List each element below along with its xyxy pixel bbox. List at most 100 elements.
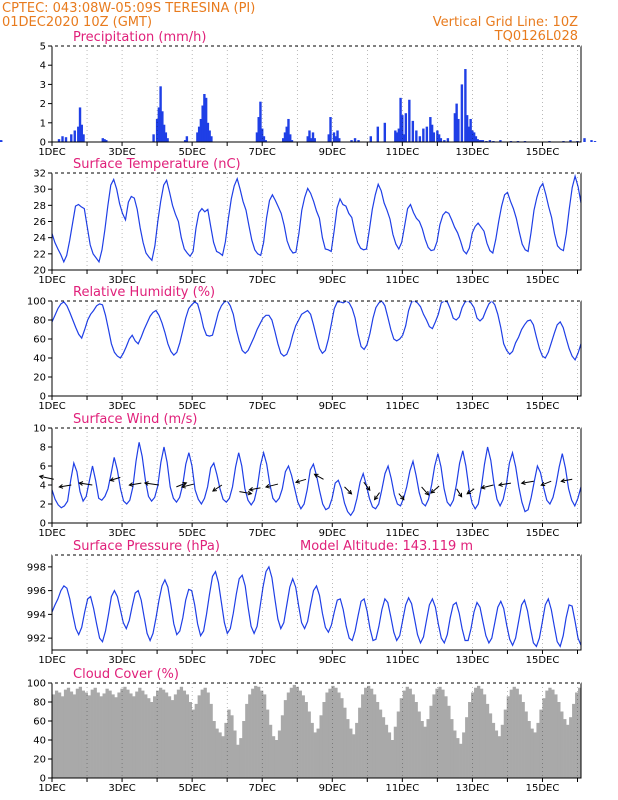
precip-bar xyxy=(287,118,290,142)
cloud-bar xyxy=(230,715,234,778)
y-tick-label: 2 xyxy=(40,500,46,511)
precip-bar xyxy=(185,136,189,142)
cloud-bar xyxy=(456,738,460,778)
cloud-bar xyxy=(575,692,579,778)
cloud-bar xyxy=(512,686,516,778)
cloud-bar xyxy=(423,726,427,778)
cloud-bar xyxy=(515,688,519,778)
cloud-bar xyxy=(384,724,389,778)
wind-arrow xyxy=(421,486,429,496)
cloud-bar xyxy=(301,695,305,778)
x-tick-label: 7DEC xyxy=(249,401,276,412)
x-tick-label: 5DEC xyxy=(178,655,205,666)
cloud-bar xyxy=(129,693,133,778)
cloud-bar xyxy=(566,724,570,778)
cloud-bar xyxy=(194,703,198,778)
cloud-bar xyxy=(251,688,255,778)
x-tick-label: 9DEC xyxy=(319,655,346,666)
cloud-bar xyxy=(123,686,127,778)
panel-title: Cloud Cover (%) xyxy=(73,667,179,682)
cloud-bar xyxy=(108,690,112,778)
precip-bar xyxy=(472,132,476,142)
cloud-bar xyxy=(156,690,160,778)
precip-bar xyxy=(369,136,373,142)
cloud-bar xyxy=(114,697,118,778)
cloud-bar xyxy=(203,687,207,778)
cloud-bar xyxy=(248,694,252,778)
cloud-bar xyxy=(173,694,178,778)
precip-bar xyxy=(308,130,311,142)
cloud-bar xyxy=(292,684,296,778)
cloud-bar xyxy=(280,715,285,778)
cloud-bar xyxy=(479,688,484,778)
y-tick-label: 4 xyxy=(40,61,46,72)
cloud-bar xyxy=(268,724,273,778)
cloud-bar xyxy=(396,711,401,778)
wind-arrow xyxy=(344,486,352,495)
panel-title: Surface Pressure (hPa) xyxy=(73,539,220,554)
cloud-bar xyxy=(93,687,97,778)
precip-bar xyxy=(157,107,161,142)
precip-bar xyxy=(196,132,199,142)
precip-bar xyxy=(430,124,434,142)
wind-arrow-head xyxy=(520,480,526,485)
y-tick-label: 30 xyxy=(33,185,46,196)
cloud-bar xyxy=(96,692,100,778)
precip-bar xyxy=(57,139,61,142)
precip-bar xyxy=(332,132,336,142)
wind-arrow-head xyxy=(466,489,472,495)
x-tick-label: 11DEC xyxy=(385,655,419,666)
x-tick-label: 15DEC xyxy=(526,147,560,158)
cloud-bar xyxy=(158,687,163,778)
precip-bar xyxy=(161,111,164,142)
cloud-bar xyxy=(105,688,109,778)
cloud-bar xyxy=(164,692,169,778)
y-tick-label: 60 xyxy=(33,717,46,728)
x-tick-label: 3DEC xyxy=(108,655,135,666)
cloud-bar xyxy=(539,709,543,778)
x-tick-label: 7DEC xyxy=(249,783,276,794)
precip-bar xyxy=(255,132,259,142)
precip-bar xyxy=(80,124,83,142)
cloud-bar xyxy=(426,719,430,778)
wind-arrow-head xyxy=(58,484,64,489)
cloud-bar xyxy=(176,689,181,778)
wind-arrow-head xyxy=(78,481,84,486)
y-tick-label: 3 xyxy=(40,80,46,91)
cloud-bar xyxy=(355,722,359,778)
cloud-bar xyxy=(572,703,576,778)
wind-arrow xyxy=(363,481,371,491)
precip-bar xyxy=(208,130,211,142)
precip-bar xyxy=(203,94,206,142)
cloud-bar xyxy=(57,692,62,778)
precip-bar xyxy=(152,134,155,142)
cloud-bar xyxy=(274,740,279,778)
cloud-bar xyxy=(402,690,406,778)
cloud-bar xyxy=(209,703,213,778)
precip-bar xyxy=(259,101,262,142)
precip-bar xyxy=(166,138,169,142)
precip-bar xyxy=(357,140,360,142)
x-tick-label: 9DEC xyxy=(319,783,346,794)
precip-bar xyxy=(334,136,337,142)
precip-bar xyxy=(469,118,472,142)
x-tick-label: 7DEC xyxy=(249,655,276,666)
panel-title: Relative Humidity (%) xyxy=(73,285,215,300)
precip-bar xyxy=(404,113,408,142)
plot-frame xyxy=(51,45,582,143)
cloud-bar xyxy=(375,702,380,778)
cloud-bar xyxy=(66,687,71,778)
cloud-bar xyxy=(200,689,204,778)
cloud-bar xyxy=(313,732,317,778)
precip-bar xyxy=(257,117,260,142)
cloud-bar xyxy=(295,686,299,778)
cloud-bar xyxy=(310,722,314,778)
header-grid-note: Vertical Grid Line: 10Z xyxy=(433,15,578,30)
x-tick-label: 5DEC xyxy=(178,275,205,286)
precip-bar xyxy=(285,126,288,142)
panel-3: 0 2 4 6 8 10 1DEC 3DEC 5DEC 7DEC 9DEC 11DEC 13DEC 15D… xyxy=(33,412,582,539)
x-tick-label: 3DEC xyxy=(108,147,135,158)
precip-bar xyxy=(329,117,332,142)
cloud-bar xyxy=(141,690,145,778)
wind-arrow xyxy=(456,488,463,498)
